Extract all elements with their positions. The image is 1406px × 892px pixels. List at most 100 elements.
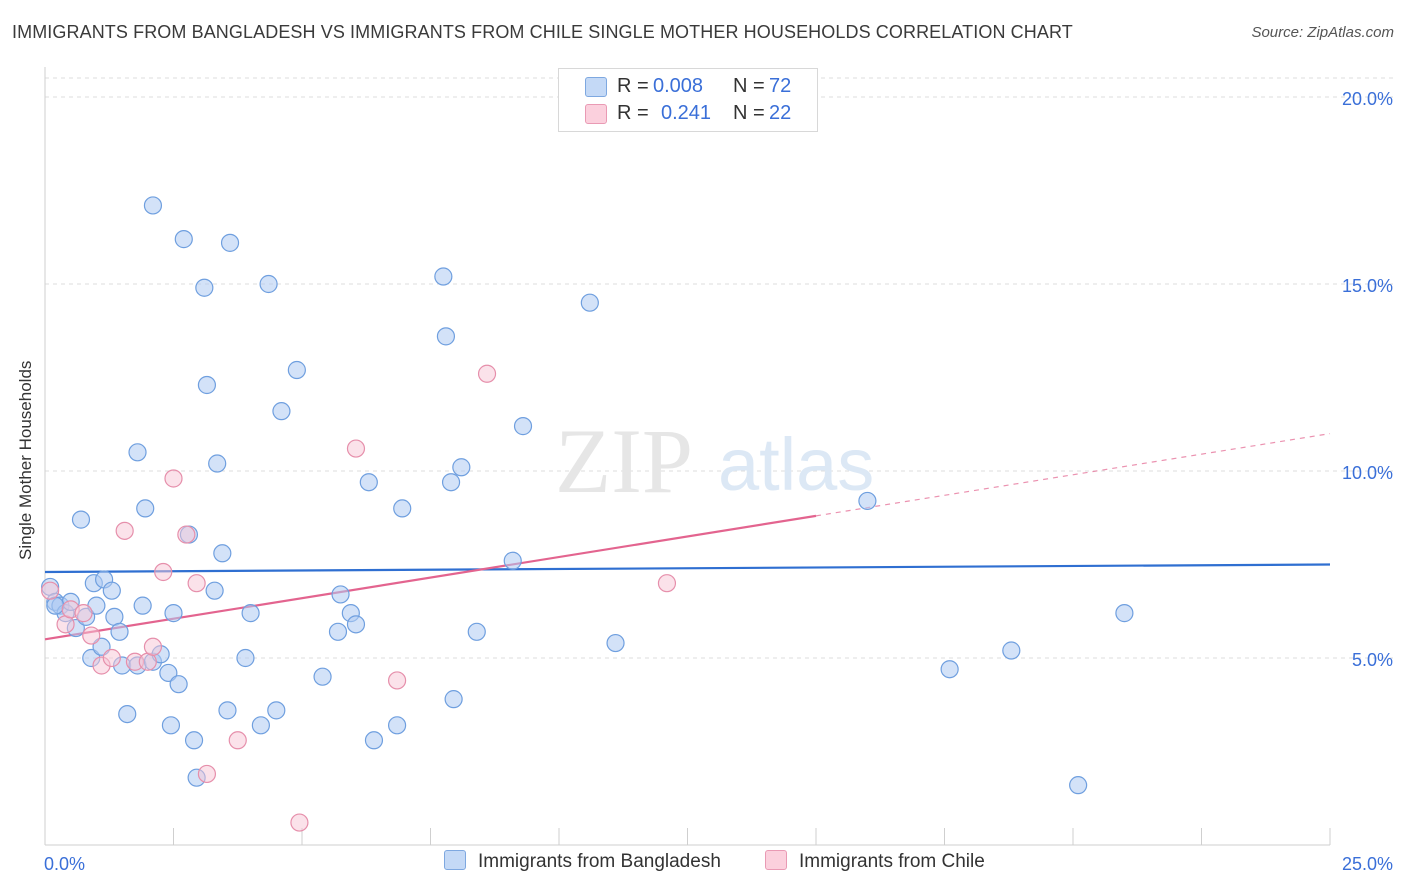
series-bangladesh <box>41 196 1134 795</box>
bottom-legend-swatch-blue <box>444 850 466 870</box>
data-point-bangladesh <box>267 701 286 720</box>
data-point-bangladesh <box>174 230 193 249</box>
data-point-chile <box>154 562 173 582</box>
watermark-zip: ZIP <box>555 410 693 512</box>
data-point-chile <box>197 764 217 784</box>
data-point-bangladesh <box>272 402 291 421</box>
data-point-chile <box>177 525 196 544</box>
legend-r-value: 0.241 <box>661 102 712 124</box>
data-point-bangladesh <box>205 581 224 600</box>
data-point-chile <box>41 581 60 600</box>
data-point-chile <box>143 637 163 656</box>
data-point-chile <box>657 574 677 593</box>
x-tick-label-max: 25.0% <box>1342 854 1393 874</box>
data-point-bangladesh <box>208 454 227 473</box>
data-point-bangladesh <box>197 375 217 395</box>
data-point-bangladesh <box>467 622 486 641</box>
data-point-bangladesh <box>359 473 378 492</box>
data-point-bangladesh <box>434 267 453 286</box>
y-tick-label: 5.0% <box>1352 650 1393 670</box>
bottom-legend-bangladesh: Immigrants from Bangladesh <box>444 850 721 873</box>
legend-swatch-pink <box>585 104 607 124</box>
data-point-chile <box>164 469 183 488</box>
trend-line-chile-extension <box>815 433 1331 517</box>
data-point-bangladesh <box>143 196 163 215</box>
data-point-bangladesh <box>503 551 522 570</box>
data-point-bangladesh <box>364 731 384 750</box>
trend-line-bangladesh <box>44 563 1331 574</box>
data-point-bangladesh <box>940 660 959 679</box>
data-point-bangladesh <box>580 293 599 312</box>
data-point-chile <box>477 364 497 383</box>
data-point-bangladesh <box>128 443 147 462</box>
data-point-bangladesh <box>159 663 178 683</box>
data-point-bangladesh <box>1115 604 1134 623</box>
data-point-bangladesh <box>236 648 255 668</box>
legend-swatch-blue <box>585 77 607 97</box>
data-point-bangladesh <box>161 716 181 735</box>
legend-n-label: N = <box>733 102 765 124</box>
data-point-chile <box>74 604 93 623</box>
data-point-bangladesh <box>110 622 129 641</box>
legend-n-label: N = <box>733 75 765 97</box>
legend-n-value: 72 <box>769 75 792 97</box>
data-point-bangladesh <box>1002 641 1021 660</box>
data-point-bangladesh <box>452 458 471 477</box>
x-tick-label-min: 0.0% <box>44 854 85 874</box>
legend-n-value: 22 <box>769 102 792 124</box>
data-point-bangladesh <box>328 622 348 641</box>
tick-labels: 5.0% 10.0% 15.0% 20.0% 0.0% 25.0% <box>44 89 1393 874</box>
data-point-bangladesh <box>184 731 204 750</box>
legend-r-label: R = <box>617 75 649 97</box>
y-tick-label: 20.0% <box>1342 89 1393 109</box>
data-point-chile <box>102 648 121 668</box>
data-point-bangladesh <box>213 544 232 563</box>
data-point-bangladesh <box>220 233 240 252</box>
data-point-bangladesh <box>313 667 332 686</box>
data-point-bangladesh <box>218 701 237 720</box>
data-point-chile <box>290 813 309 832</box>
data-point-bangladesh <box>195 278 214 297</box>
data-point-bangladesh <box>287 360 306 380</box>
data-point-bangladesh <box>251 716 270 735</box>
data-point-bangladesh <box>102 581 121 600</box>
watermark-atlas: atlas <box>718 423 874 506</box>
data-point-bangladesh <box>71 510 91 529</box>
data-point-chile <box>228 731 247 750</box>
data-point-bangladesh <box>441 473 461 492</box>
data-point-bangladesh <box>444 690 463 709</box>
data-point-bangladesh <box>513 417 533 436</box>
data-point-bangladesh <box>136 499 155 518</box>
data-point-bangladesh <box>169 675 188 694</box>
y-tick-label: 10.0% <box>1342 463 1393 483</box>
bottom-legend-label: Immigrants from Bangladesh <box>478 851 721 872</box>
data-point-chile <box>115 521 134 540</box>
data-point-chile <box>82 626 101 645</box>
data-point-bangladesh <box>133 596 152 615</box>
data-point-bangladesh <box>387 716 407 735</box>
data-point-bangladesh <box>259 274 278 294</box>
data-point-bangladesh <box>92 637 111 656</box>
data-point-bangladesh <box>241 604 260 623</box>
data-point-chile <box>387 671 407 690</box>
legend-r-value: 0.008 <box>653 75 704 97</box>
bottom-legend-swatch-pink <box>765 850 787 870</box>
data-point-bangladesh <box>606 633 625 653</box>
data-point-bangladesh <box>393 499 412 518</box>
data-point-bangladesh <box>858 491 877 511</box>
source-label: Source: ZipAtlas.com <box>1251 24 1394 41</box>
legend-r-label: R = <box>617 102 649 124</box>
data-point-chile <box>346 439 366 458</box>
bottom-legend-label: Immigrants from Chile <box>799 851 985 872</box>
data-point-chile <box>187 574 206 593</box>
series-chile <box>41 364 677 832</box>
data-point-bangladesh <box>1069 776 1088 795</box>
data-point-bangladesh <box>331 585 350 604</box>
data-point-bangladesh <box>346 615 366 634</box>
data-point-bangladesh <box>164 604 183 623</box>
correlation-legend: R = 0.008 N = 72 R = 0.241 N = 22 <box>558 68 818 132</box>
data-point-bangladesh <box>118 704 137 724</box>
data-point-bangladesh <box>436 327 456 346</box>
chart-title: IMMIGRANTS FROM BANGLADESH VS IMMIGRANTS… <box>12 22 1073 42</box>
